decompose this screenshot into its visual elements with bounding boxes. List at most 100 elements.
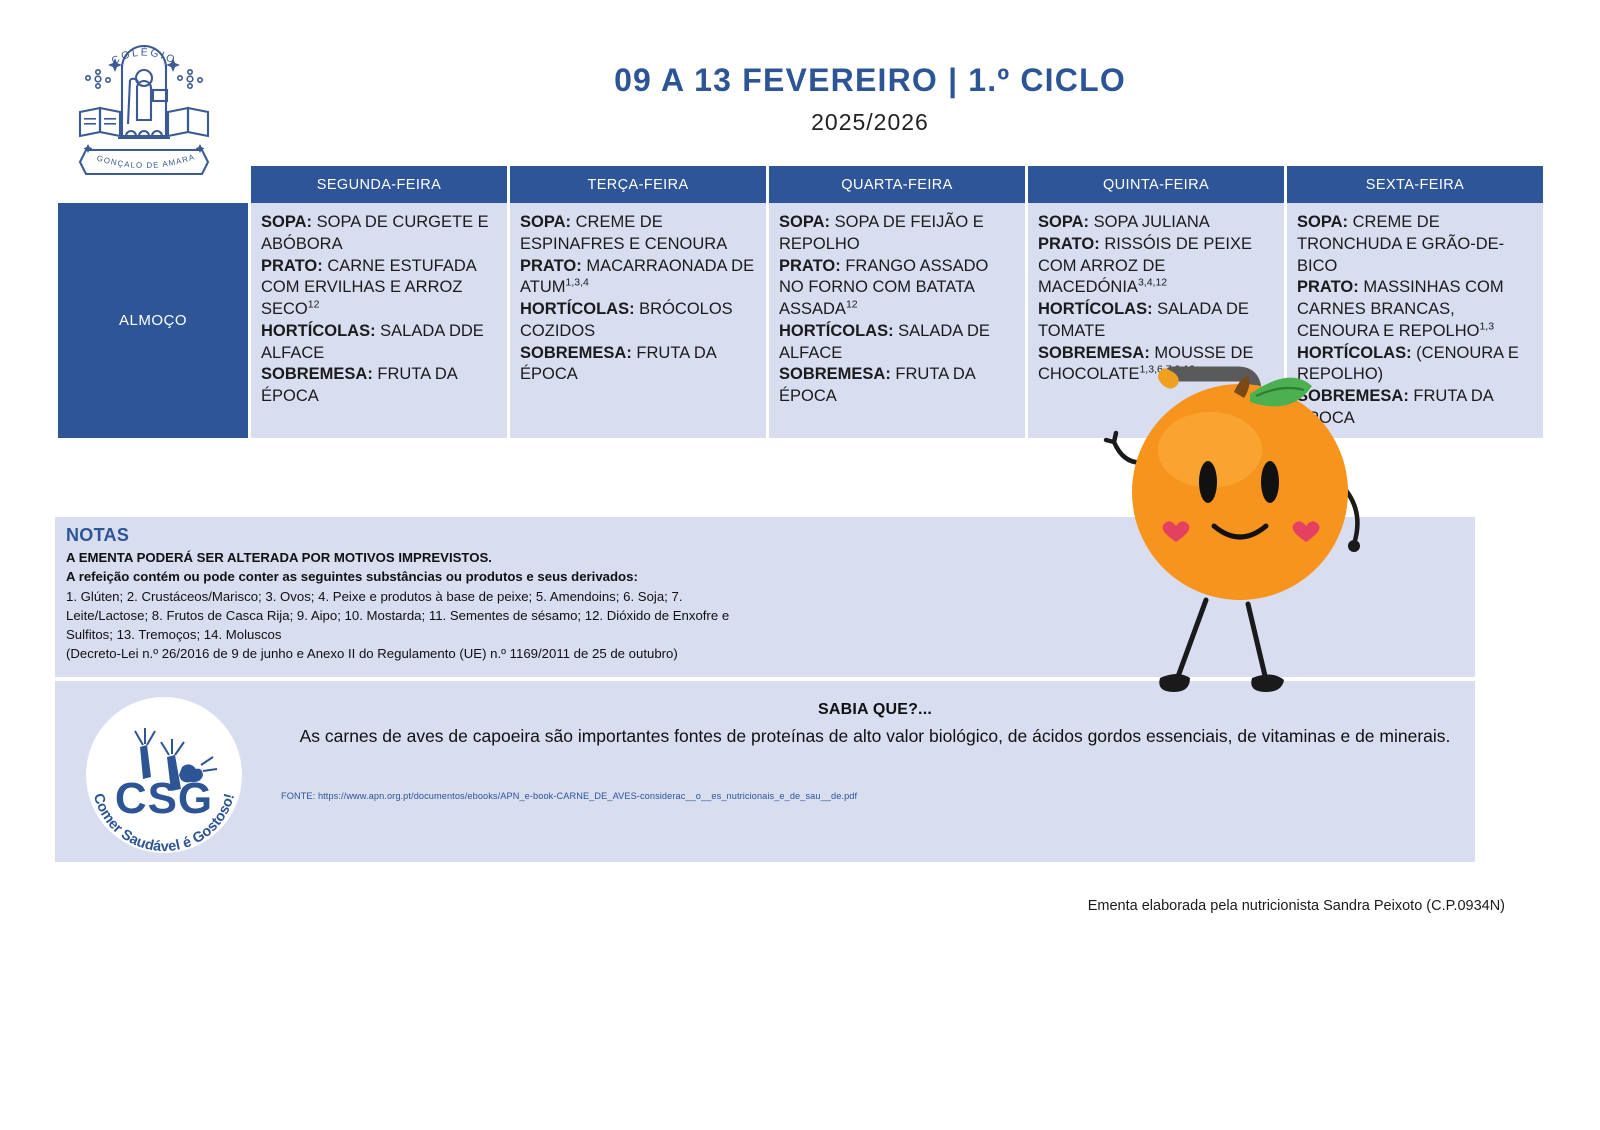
menu-item-value: MOUSSE DE CHOCOLATE — [1038, 343, 1254, 384]
column-header-wednesday: QUARTA-FEIRA — [769, 166, 1025, 203]
menu-item-value: FRUTA DA ÉPOCA — [779, 365, 975, 406]
menu-item-sobremesa: SOBREMESA: MOUSSE DE CHOCOLATE1,3,6,7,8,… — [1038, 343, 1276, 387]
menu-item-prato: PRATO: MACARRAONADA DE ATUM1,3,4 — [520, 256, 758, 300]
menu-item-prato: PRATO: CARNE ESTUFADA COM ERVILHAS E ARR… — [261, 256, 499, 321]
menu-item-label: SOBREMESA: — [779, 365, 891, 384]
menu-item-value: CARNE ESTUFADA COM ERVILHAS E ARROZ SECO — [261, 256, 476, 319]
menu-item-value: BRÓCOLOS COZIDOS — [520, 300, 733, 340]
menu-item-hortícolas: HORTÍCOLAS: SALADA DDE ALFACE — [261, 321, 499, 365]
menu-item-label: PRATO: — [779, 256, 841, 275]
menu-item-value: FRANGO ASSADO NO FORNO COM BATATA ASSADA — [779, 256, 989, 319]
menu-item-sobremesa: SOBREMESA: FRUTA DA ÉPOCA — [520, 343, 758, 387]
allergen-codes: 1,3,4 — [565, 276, 589, 289]
menu-item-sopa: SOPA: CREME DE ESPINAFRES E CENOURA — [520, 212, 758, 256]
menu-item-label: SOPA: — [1297, 213, 1349, 231]
menu-item-label: PRATO: — [1038, 234, 1100, 253]
crest-top-text: COLÉGIO — [110, 46, 177, 68]
did-you-know-title: SABIA QUE?... — [817, 701, 932, 718]
school-crest-icon: COLÉGIO SÃO GONÇALO DE AMARANTE — [54, 21, 210, 176]
notes-body: A EMENTA PODERÁ SER ALTERADA POR MOTIVOS… — [66, 549, 766, 664]
menu-item-value: SOPA DE FEIJÃO E REPOLHO — [779, 213, 984, 253]
weekly-menu-table: SEGUNDA-FEIRA TERÇA-FEIRA QUARTA-FEIRA Q… — [55, 166, 1546, 438]
column-header-friday: SEXTA-FEIRA — [1287, 166, 1543, 203]
menu-item-label: SOPA: — [779, 213, 831, 231]
menu-item-value: SALADA DE ALFACE — [779, 321, 990, 362]
column-header-monday: SEGUNDA-FEIRA — [251, 166, 507, 203]
footer-credit: Ementa elaborada pela nutricionista Sand… — [1087, 898, 1505, 914]
menu-cell-tuesday: SOPA: CREME DE ESPINAFRES E CENOURA PRATO… — [510, 203, 766, 438]
allergen-list: 1. Glúten; 2. Crustáceos/Marisco; 3. Ovo… — [66, 588, 730, 642]
menu-item-label: PRATO: — [1297, 278, 1359, 297]
menu-item-sobremesa: SOBREMESA: FRUTA DA ÉPOCA — [1297, 386, 1535, 430]
menu-item-value: MACARRAONADA DE ATUM — [520, 256, 755, 297]
notes-line-2: A refeição contém ou pode conter as segu… — [66, 568, 638, 584]
svg-text:COLÉGIO: COLÉGIO — [110, 46, 179, 68]
menu-item-prato: PRATO: FRANGO ASSADO NO FORNO COM BATATA… — [779, 256, 1017, 321]
menu-item-label: SOBREMESA: — [520, 343, 632, 362]
menu-item-value: SOPA JULIANA — [1089, 213, 1210, 231]
school-crest: COLÉGIO SÃO GONÇALO DE AMARANTE — [54, 21, 230, 190]
menu-cell-monday: SOPA: SOPA DE CURGETE E ABÓBORA PRATO: CA… — [251, 203, 507, 438]
allergen-codes: 12 — [307, 298, 320, 311]
notes-line-1: A EMENTA PODERÁ SER ALTERADA POR MOTIVOS… — [66, 550, 492, 565]
menu-item-label: PRATO: — [261, 256, 323, 275]
csg-logo-icon: CSG Comer Saudável é Gostoso! — [86, 697, 242, 855]
csg-initials: CSG — [115, 774, 213, 823]
menu-item-label: HORTÍCOLAS: — [1038, 300, 1153, 319]
menu-item-sobremesa: SOBREMESA: FRUTA DA ÉPOCA — [261, 364, 499, 408]
notes-title: NOTAS — [66, 525, 130, 545]
table-corner-cell — [58, 166, 248, 203]
menu-item-label: SOBREMESA: — [261, 365, 373, 384]
menu-cell-friday: SOPA: CREME DE TRONCHUDA E GRÃO-DE-BICO P… — [1287, 203, 1543, 438]
column-header-tuesday: TERÇA-FEIRA — [510, 166, 766, 203]
allergen-codes: 1,3,6,7,8,12 — [1139, 363, 1195, 376]
menu-item-sopa: SOPA: SOPA DE CURGETE E ABÓBORA — [261, 212, 499, 256]
table-row-lunch: ALMOÇO SOPA: SOPA DE CURGETE E ABÓBORA PR… — [58, 203, 1543, 438]
header: 09 A 13 FEVEREIRO | 1.º CICLO 2025/2026 — [430, 62, 1310, 136]
menu-cell-wednesday: SOPA: SOPA DE FEIJÃO E REPOLHO PRATO: FRA… — [769, 203, 1025, 438]
menu-item-value: MASSINHAS COM CARNES BRANCAS, CENOURA E … — [1297, 278, 1504, 340]
menu-item-value: SALADA DE TOMATE — [1038, 300, 1249, 340]
menu-item-label: HORTÍCOLAS: — [1297, 343, 1412, 362]
did-you-know-source: FONTE: https://www.apn.org.pt/documentos… — [281, 791, 858, 801]
menu-item-hortícolas: HORTÍCOLAS: SALADA DE TOMATE — [1038, 299, 1276, 343]
menu-item-sobremesa: SOBREMESA: FRUTA DA ÉPOCA — [779, 364, 1017, 408]
menu-item-sopa: SOPA: SOPA DE FEIJÃO E REPOLHO — [779, 212, 1017, 256]
allergen-codes: 3,4,12 — [1137, 276, 1168, 289]
notes-panel: NOTAS A EMENTA PODERÁ SER ALTERADA POR M… — [55, 517, 1475, 677]
csg-logo: CSG Comer Saudável é Gostoso! — [77, 695, 252, 855]
menu-item-label: SOPA: — [520, 213, 572, 231]
menu-item-label: HORTÍCOLAS: — [261, 321, 376, 340]
column-header-thursday: QUINTA-FEIRA — [1028, 166, 1284, 203]
allergen-codes: 1,3 — [1479, 320, 1495, 333]
menu-item-prato: PRATO: RISSÓIS DE PEIXE COM ARROZ DE MAC… — [1038, 234, 1276, 299]
menu-item-hortícolas: HORTÍCOLAS: BRÓCOLOS COZIDOS — [520, 299, 758, 343]
did-you-know-text: As carnes de aves de capoeira são import… — [299, 726, 1451, 746]
menu-item-hortícolas: HORTÍCOLAS: SALADA DE ALFACE — [779, 321, 1017, 365]
menu-item-value: SALADA DDE ALFACE — [261, 321, 484, 362]
school-year: 2025/2026 — [811, 108, 929, 135]
menu-item-value: CREME DE TRONCHUDA E GRÃO-DE-BICO — [1297, 213, 1505, 275]
menu-item-label: HORTÍCOLAS: — [520, 300, 635, 319]
menu-item-label: HORTÍCOLAS: — [779, 321, 894, 340]
menu-item-sopa: SOPA: CREME DE TRONCHUDA E GRÃO-DE-BICO — [1297, 212, 1535, 277]
menu-item-value: CREME DE ESPINAFRES E CENOURA — [520, 213, 728, 253]
did-you-know-panel: CSG Comer Saudável é Gostoso! SABIA QUE?… — [55, 681, 1475, 862]
allergen-codes: 12 — [845, 298, 858, 311]
menu-item-value: SOPA DE CURGETE E ABÓBORA — [261, 213, 489, 253]
menu-item-label: SOPA: — [261, 213, 313, 231]
menu-item-hortícolas: HORTÍCOLAS: (CENOURA E REPOLHO) — [1297, 343, 1535, 387]
menu-item-label: SOPA: — [1038, 213, 1090, 231]
menu-item-value: FRUTA DA ÉPOCA — [261, 365, 457, 406]
menu-item-value: (CENOURA E REPOLHO) — [1297, 343, 1519, 384]
menu-item-label: SOBREMESA: — [1038, 343, 1150, 362]
menu-item-sopa: SOPA: SOPA JULIANA — [1038, 212, 1276, 234]
menu-item-label: SOBREMESA: — [1297, 387, 1409, 406]
menu-item-prato: PRATO: MASSINHAS COM CARNES BRANCAS, CEN… — [1297, 277, 1535, 342]
menu-cell-thursday: SOPA: SOPA JULIANA PRATO: RISSÓIS DE PEIX… — [1028, 203, 1284, 438]
menu-item-value: FRUTA DA ÉPOCA — [520, 343, 716, 384]
menu-item-label: PRATO: — [520, 256, 582, 275]
menu-item-value: RISSÓIS DE PEIXE COM ARROZ DE MACEDÓNIA — [1038, 234, 1252, 297]
menu-header-row: SEGUNDA-FEIRA TERÇA-FEIRA QUARTA-FEIRA Q… — [58, 166, 1543, 203]
meal-row-label: ALMOÇO — [58, 203, 248, 438]
